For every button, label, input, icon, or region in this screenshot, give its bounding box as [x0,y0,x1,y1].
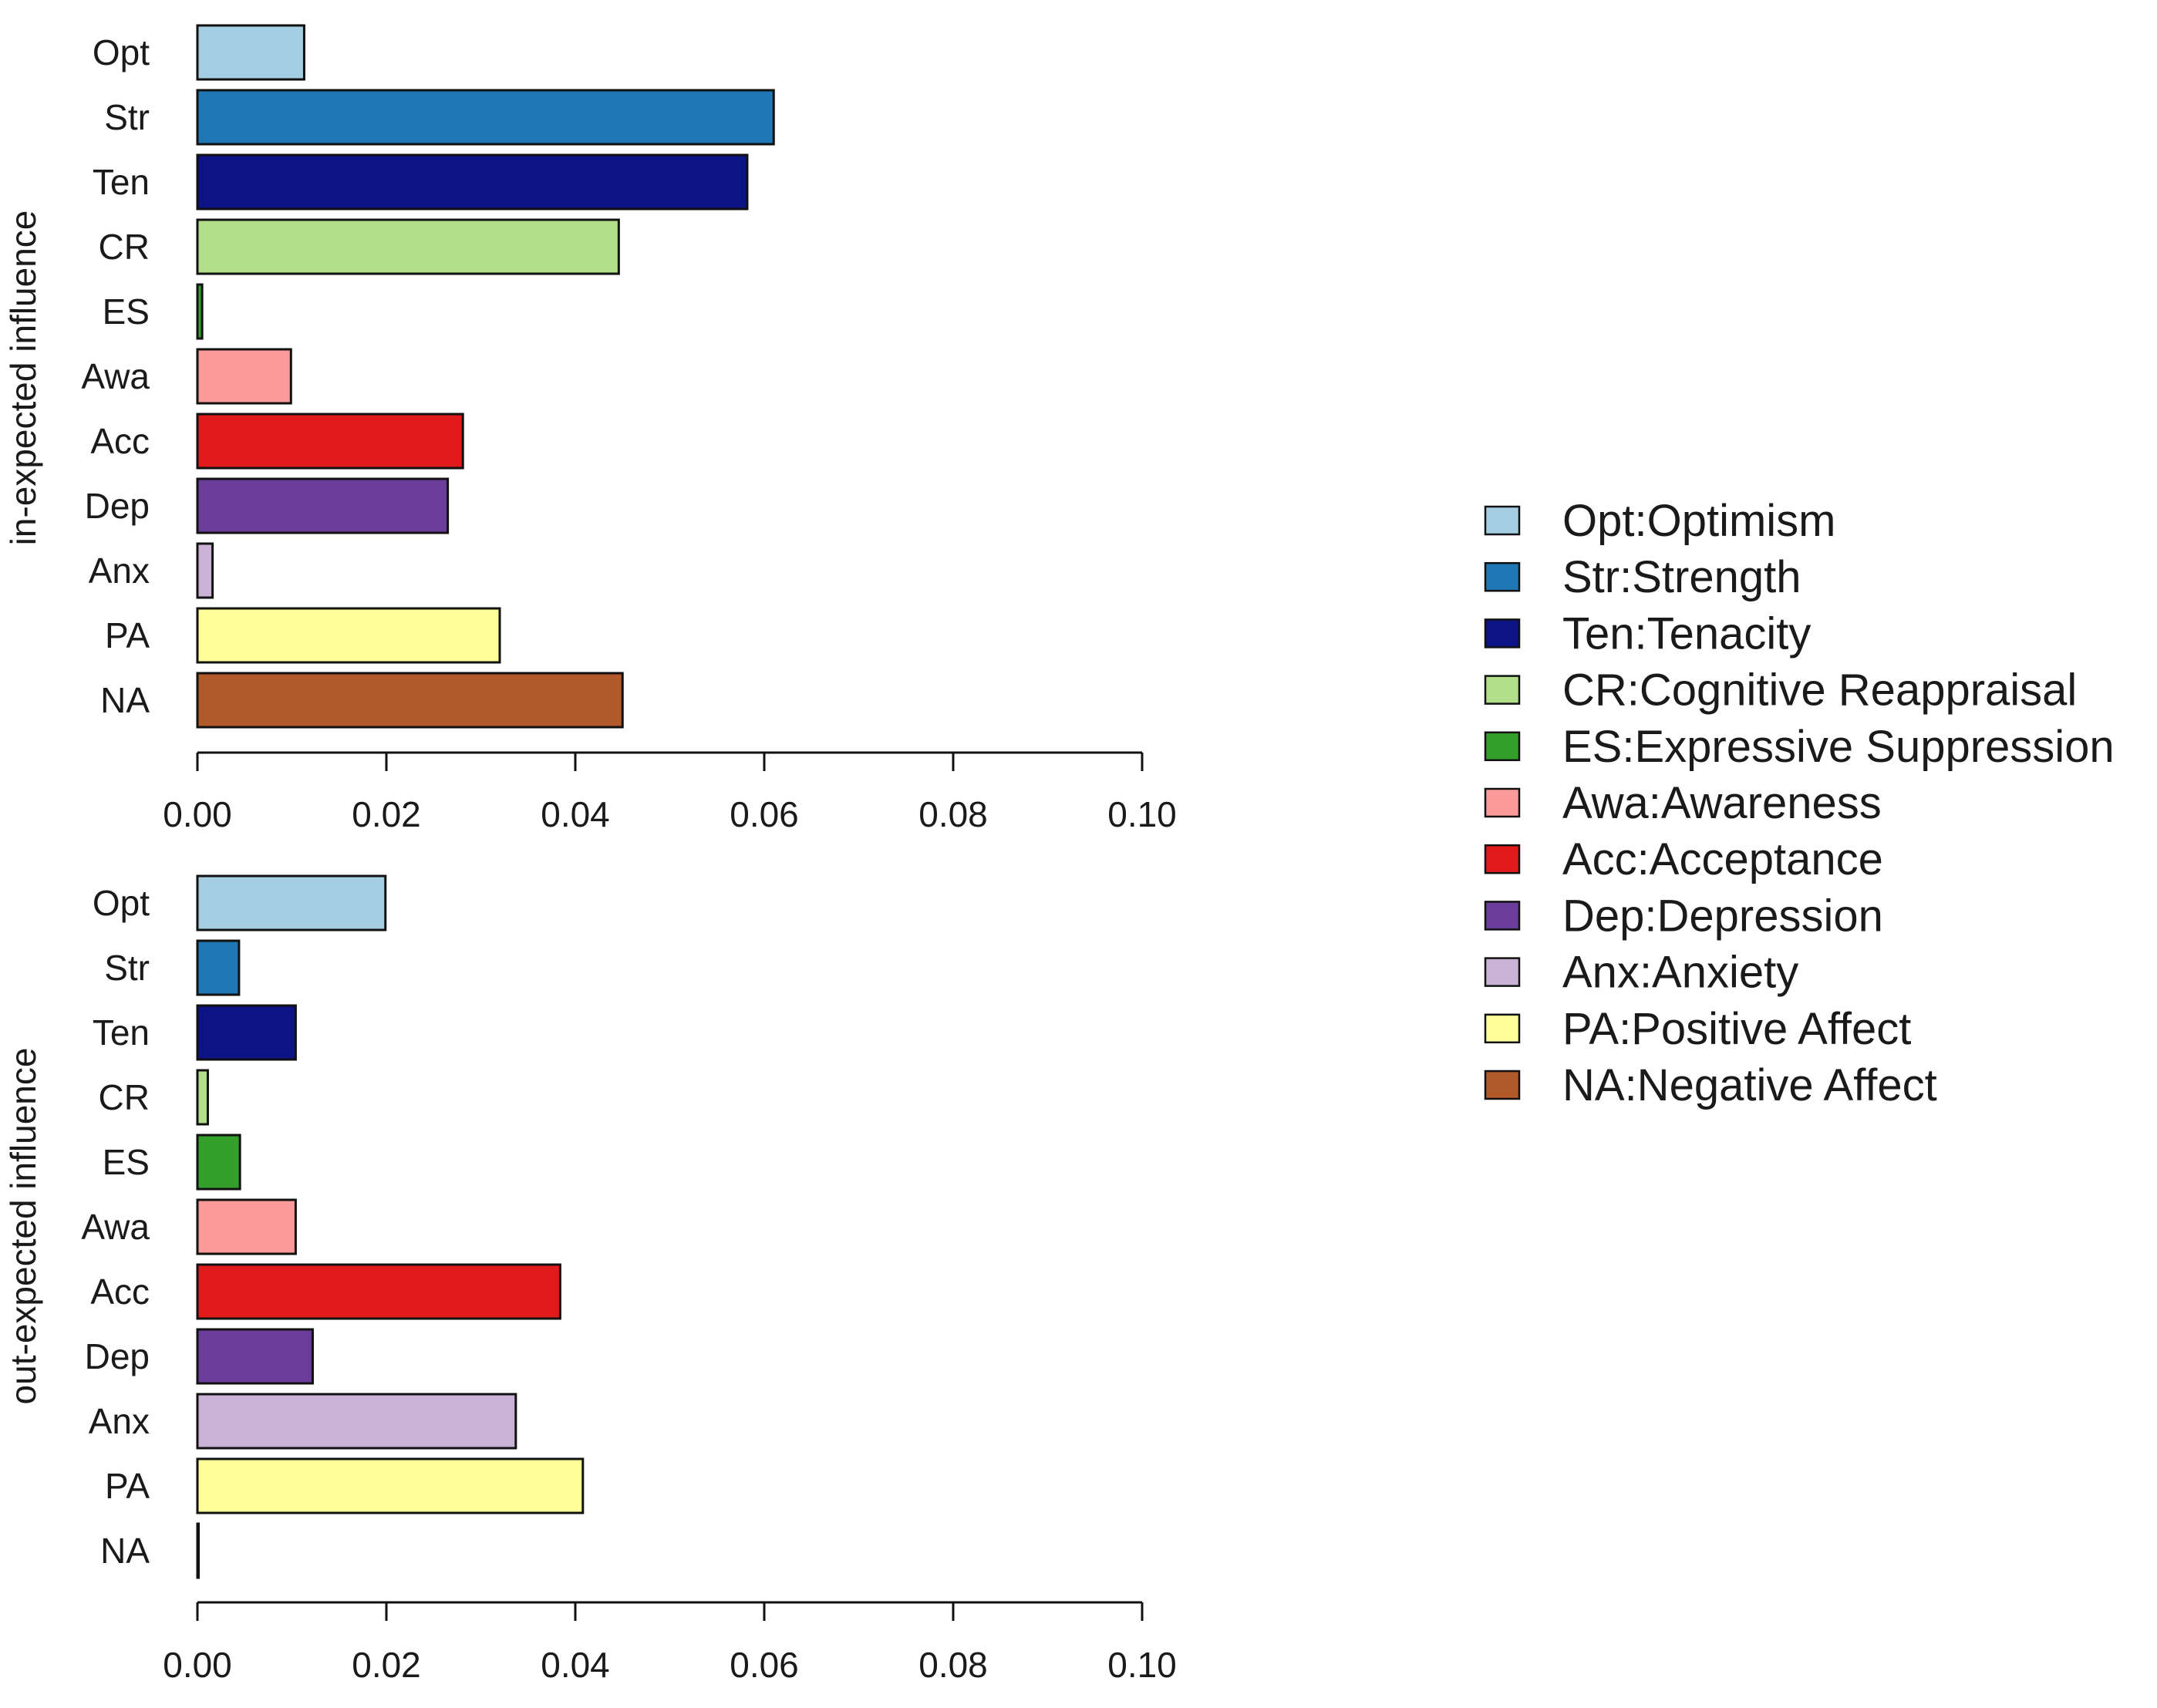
category-label: Acc [90,421,150,461]
bar [196,672,624,729]
category-label: Anx [89,1401,150,1441]
legend: Opt:Optimism Str:Strength Ten:Tenacity CR:C… [1484,496,2115,1110]
legend-label: Str:Strength [1562,552,1801,602]
category-label: Awa [81,1207,150,1247]
x-tick-label: 0.02 [352,1645,421,1685]
legend-label: Anx:Anxiety [1562,948,1798,998]
category-label: NA [100,680,150,720]
x-tick-label: 0.04 [541,1645,610,1685]
x-tick-label: 0.06 [730,794,799,834]
category-label: CR [99,227,150,267]
category-label: ES [103,291,150,332]
bar [196,874,387,931]
bar [196,1069,209,1126]
legend-swatch [1484,957,1521,987]
legend-swatch [1484,618,1521,649]
legend-label: Awa:Awareness [1562,778,1882,828]
category-label: Acc [90,1272,150,1312]
x-tick-label: 0.08 [918,1645,988,1685]
legend-label: PA:Positive Affect [1562,1004,1911,1054]
category-label: PA [105,615,150,655]
legend-swatch [1484,1070,1521,1100]
category-label: Anx [89,551,150,591]
x-tick-label: 0.00 [163,794,232,834]
x-tick-label: 0.04 [541,794,610,834]
x-tick-label: 0.08 [918,794,988,834]
bar [196,1004,297,1061]
bar [196,348,292,405]
category-label: Str [104,97,150,137]
legend-label: Opt:Optimism [1562,496,1836,546]
legend-swatch [1484,844,1521,874]
bar [196,1263,561,1320]
y-axis-label: out-expected influence [3,1048,43,1405]
y-axis-label: in-expected influence [3,211,43,546]
category-label: ES [103,1142,150,1182]
legend-swatch [1484,731,1521,762]
legend-label: CR:Cognitive Reappraisal [1562,665,2077,716]
legend-swatch [1484,505,1521,536]
bar [196,1198,297,1255]
bar [196,24,305,81]
category-label: Ten [93,162,150,202]
bar [196,1134,241,1191]
in-expected-influence-panel: in-expected influence Opt Str Ten CR ES Awa Acc… [3,24,1177,834]
x-tick-label: 0.10 [1107,794,1177,834]
legend-label: Ten:Tenacity [1562,608,1811,659]
legend-label: Dep:Depression [1562,891,1883,941]
category-label: PA [105,1466,150,1506]
legend-swatch [1484,675,1521,705]
legend-swatch [1484,1013,1521,1044]
bar [196,1457,585,1514]
bar [196,218,620,275]
category-label: Dep [85,486,150,526]
x-tick-label: 0.10 [1107,1645,1177,1685]
category-label: Awa [81,356,150,396]
x-tick-label: 0.02 [352,794,421,834]
x-tick-label: 0.00 [163,1645,232,1685]
bar [196,1393,517,1450]
bar [196,477,450,534]
category-label: Opt [93,883,150,923]
bar [196,1328,314,1385]
category-label: Dep [85,1336,150,1376]
legend-label: NA:Negative Affect [1562,1060,1937,1110]
legend-swatch [1484,901,1521,931]
legend-label: ES:Expressive Suppression [1562,722,2115,772]
category-label: NA [100,1531,150,1571]
bar [196,413,464,470]
bar [196,542,214,599]
bar [196,1522,200,1579]
legend-label: Acc:Acceptance [1562,834,1883,884]
category-label: Ten [93,1012,150,1053]
legend-swatch [1484,561,1521,592]
bar [196,939,241,996]
out-expected-influence-panel: out-expected influence Opt Str Ten CR ES Awa Ac… [3,874,1177,1685]
bar [196,89,775,146]
category-label: Str [104,948,150,988]
bar [196,607,501,664]
category-label: Opt [93,32,150,72]
bar [196,153,749,211]
x-tick-label: 0.06 [730,1645,799,1685]
bar [196,283,204,340]
legend-swatch [1484,787,1521,818]
category-label: CR [99,1077,150,1117]
